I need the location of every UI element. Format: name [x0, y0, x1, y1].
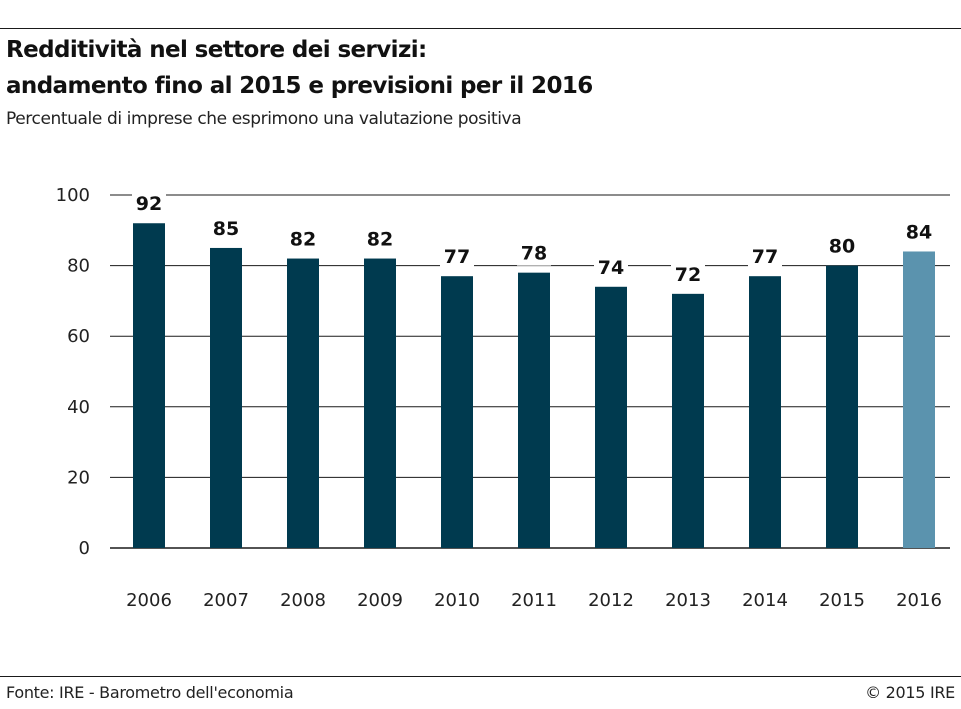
data-label: 72	[675, 264, 701, 286]
y-axis-ticks: 0 20 40 60 80 100	[56, 185, 90, 559]
bar	[826, 265, 858, 548]
x-tick-label: 2011	[511, 590, 557, 611]
data-label-background	[363, 225, 397, 252]
data-label: 82	[367, 229, 393, 251]
data-label-background	[209, 214, 243, 241]
bar	[595, 286, 627, 548]
chart-title-line-2: andamento fino al 2015 e previsioni per …	[6, 73, 593, 99]
x-tick-label: 2010	[434, 590, 480, 611]
bar	[364, 258, 396, 548]
top-rule	[0, 28, 961, 29]
bar	[518, 272, 550, 548]
y-tick-label: 100	[56, 185, 90, 206]
data-labels: 92 85 82 82 77 78 74 72 77 80 84	[132, 190, 936, 287]
data-label: 80	[829, 236, 855, 258]
data-label-background	[517, 239, 551, 266]
bar-chart: 0 20 40 60 80 100 2006 2007 2008 2009 2010 2011 201…	[56, 185, 950, 611]
data-label: 84	[906, 221, 932, 243]
data-label-background	[132, 190, 166, 217]
data-label-background	[594, 253, 628, 280]
data-label-background	[671, 260, 705, 287]
bar	[749, 276, 781, 548]
copyright-note: © 2015 IRE	[865, 683, 955, 702]
data-label: 77	[444, 246, 470, 268]
bar	[441, 276, 473, 548]
x-tick-label: 2009	[357, 590, 403, 611]
bottom-rule	[0, 676, 961, 677]
data-label-background	[286, 225, 320, 252]
x-tick-label: 2006	[126, 590, 172, 611]
bar	[287, 258, 319, 548]
chart-subtitle: Percentuale di imprese che esprimono una…	[6, 109, 522, 129]
x-axis-ticks: 2006 2007 2008 2009 2010 2011 2012 2013 2014 2015…	[126, 590, 942, 611]
data-label-background	[440, 243, 474, 270]
y-tick-label: 40	[67, 397, 90, 418]
bar	[133, 223, 165, 549]
x-tick-label: 2014	[742, 590, 788, 611]
x-tick-label: 2008	[280, 590, 326, 611]
bar	[672, 293, 704, 548]
y-tick-label: 60	[67, 326, 90, 347]
bars	[133, 223, 935, 549]
y-tick-label: 20	[67, 467, 90, 488]
y-tick-label: 80	[67, 256, 90, 277]
source-note: Fonte: IRE - Barometro dell'economia	[6, 683, 294, 702]
data-label-background	[902, 218, 936, 245]
x-tick-label: 2016	[896, 590, 942, 611]
data-label-background	[825, 232, 859, 259]
data-label-background	[748, 243, 782, 270]
x-tick-label: 2007	[203, 590, 249, 611]
x-tick-label: 2013	[665, 590, 711, 611]
data-label: 74	[598, 257, 624, 279]
data-label: 85	[213, 218, 239, 240]
chart-title-line-1: Redditività nel settore dei servizi:	[6, 37, 427, 63]
x-tick-label: 2012	[588, 590, 634, 611]
forecast-bar	[903, 251, 935, 548]
y-tick-label: 0	[79, 538, 90, 559]
x-tick-label: 2015	[819, 590, 865, 611]
data-label: 92	[136, 193, 162, 215]
data-label: 77	[752, 246, 778, 268]
bar	[210, 247, 242, 548]
data-label: 78	[521, 243, 547, 265]
data-label: 82	[290, 229, 316, 251]
